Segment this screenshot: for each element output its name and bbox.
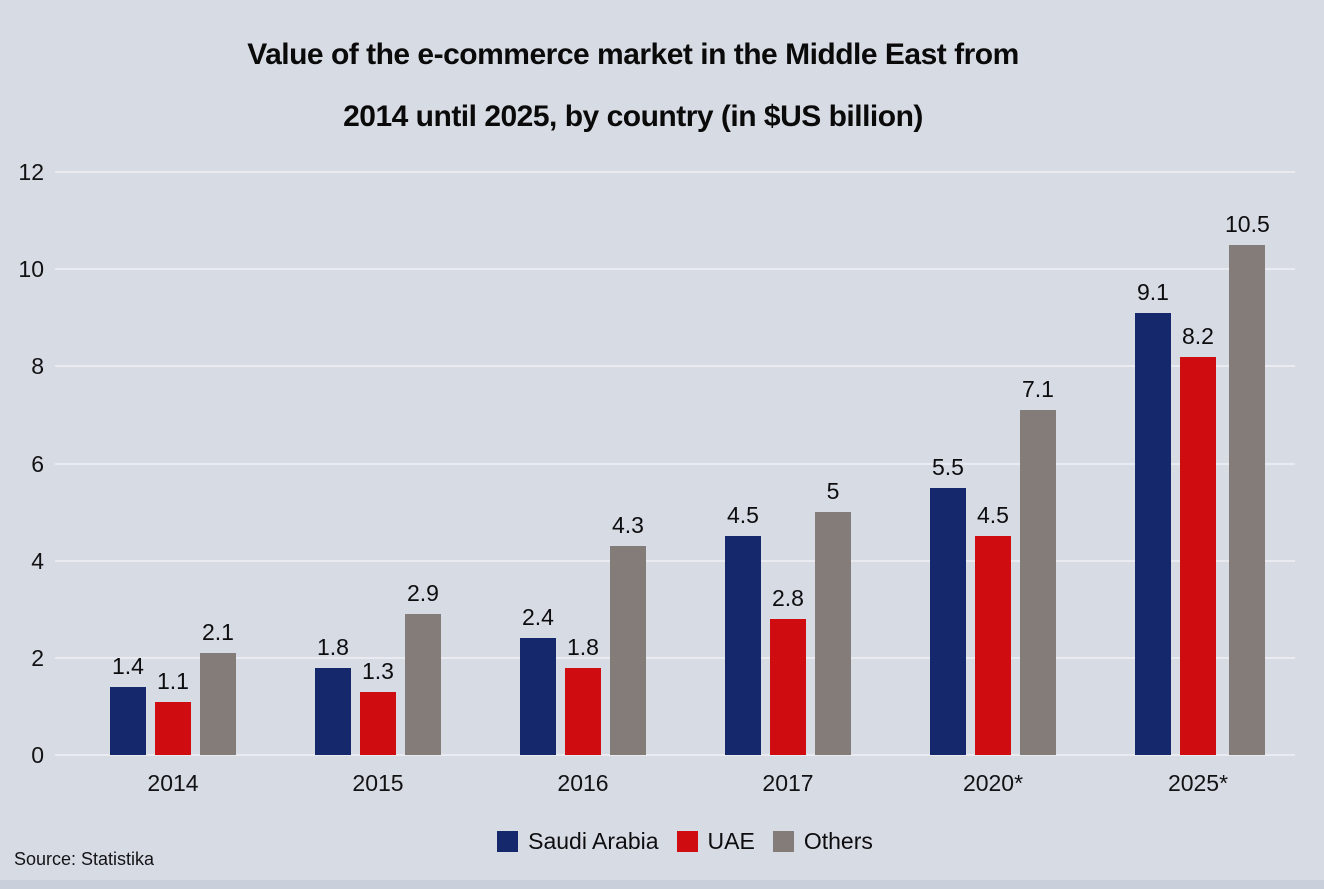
legend-swatch-icon xyxy=(772,831,794,852)
y-axis-tick-label: 10 xyxy=(18,256,44,283)
legend-swatch-icon xyxy=(497,831,519,852)
gridline xyxy=(55,171,1295,173)
bar-value-label: 4.5 xyxy=(977,502,1009,529)
bar-others xyxy=(200,652,236,755)
y-axis-tick-label: 12 xyxy=(18,159,44,185)
bar-group-2015: 1.8 1.3 2.9 xyxy=(315,581,441,755)
bar-saudi-arabia xyxy=(725,536,761,755)
bar-group-2025: 9.1 8.2 10.5 xyxy=(1135,212,1270,755)
bar-cell: 8.2 xyxy=(1180,324,1216,755)
chart-title: Value of the e-commerce market in the Mi… xyxy=(0,24,1266,148)
bar-value-label: 10.5 xyxy=(1225,210,1270,237)
bar-group-2020: 5.5 4.5 7.1 xyxy=(930,377,1056,755)
gridline xyxy=(55,365,1295,368)
bar-cell: 4.3 xyxy=(610,513,646,755)
bar-value-label: 2.1 xyxy=(202,618,234,645)
source-note: Source: Statistika xyxy=(14,849,155,869)
bar-uae xyxy=(360,691,396,755)
gridline xyxy=(55,268,1295,271)
x-axis-label: 2017 xyxy=(762,770,814,796)
bottom-strip xyxy=(0,880,1324,889)
bar-cell: 1.8 xyxy=(565,635,601,755)
bar-cell: 2.8 xyxy=(770,586,806,755)
y-axis-tick-label: 6 xyxy=(31,450,44,477)
bar-others xyxy=(405,614,441,755)
gridline xyxy=(55,462,1295,465)
bar-saudi-arabia xyxy=(520,638,556,755)
gridline xyxy=(55,754,1295,756)
bar-cell: 2.4 xyxy=(520,605,556,755)
bar-cell: 1.3 xyxy=(360,659,396,755)
chart-title-line1: Value of the e-commerce market in the Mi… xyxy=(247,38,1019,71)
x-axis-label: 2025* xyxy=(1167,770,1229,796)
bar-value-label: 8.2 xyxy=(1182,322,1214,349)
bar-cell: 1.1 xyxy=(155,669,191,755)
bar-cell: 4.5 xyxy=(725,503,761,755)
plot-area: 1.4 1.1 2.1 1.8 1.3 2.9 2.4 1.8 4.3 4.5 2.8 5 5.5 4.5… xyxy=(55,171,1295,756)
x-axis-label: 2020* xyxy=(962,770,1024,796)
bar-cell: 9.1 xyxy=(1135,280,1171,755)
bar-cell: 10.5 xyxy=(1225,212,1270,755)
bar-value-label: 2.8 xyxy=(772,584,804,611)
bar-saudi-arabia xyxy=(110,686,146,755)
bar-uae xyxy=(1180,356,1216,755)
legend-item-others: Others xyxy=(772,828,873,855)
bar-value-label: 5.5 xyxy=(932,453,964,480)
bar-uae xyxy=(975,536,1011,755)
bar-cell: 2.9 xyxy=(405,581,441,755)
y-axis-tick-label: 2 xyxy=(31,644,44,671)
legend-label: UAE xyxy=(707,828,755,854)
bar-uae xyxy=(155,701,191,755)
bar-value-label: 5 xyxy=(826,478,840,505)
x-axis-label: 2014 xyxy=(147,770,199,796)
bar-group-2014: 1.4 1.1 2.1 xyxy=(110,620,236,755)
bar-group-2016: 2.4 1.8 4.3 xyxy=(520,513,646,755)
bar-saudi-arabia xyxy=(930,487,966,755)
gridline xyxy=(55,559,1295,562)
bar-value-label: 1.3 xyxy=(362,657,394,684)
legend-item-uae: UAE xyxy=(676,828,755,855)
bar-others xyxy=(815,512,851,755)
legend-swatch-icon xyxy=(676,831,698,852)
gridline xyxy=(55,656,1295,659)
bar-value-label: 9.1 xyxy=(1137,278,1169,305)
legend-label: Others xyxy=(803,828,873,854)
bar-saudi-arabia xyxy=(1135,312,1171,755)
legend-label: Saudi Arabia xyxy=(528,828,659,854)
legend: Saudi Arabia UAE Others xyxy=(23,828,1324,855)
bar-others xyxy=(610,546,646,755)
bar-group-2017: 4.5 2.8 5 xyxy=(725,479,851,755)
bar-value-label: 1.1 xyxy=(157,667,189,694)
bar-others xyxy=(1020,410,1056,755)
bar-cell: 5 xyxy=(815,479,851,755)
bar-saudi-arabia xyxy=(315,667,351,755)
bar-value-label: 4.3 xyxy=(612,512,644,539)
x-axis-label: 2016 xyxy=(557,770,609,796)
y-axis-tick-label: 4 xyxy=(31,547,44,574)
bar-cell: 7.1 xyxy=(1020,377,1056,755)
bar-uae xyxy=(770,618,806,755)
bar-cell: 1.4 xyxy=(110,654,146,755)
bar-uae xyxy=(565,667,601,755)
chart-title-line2: 2014 until 2025, by country (in $US bill… xyxy=(343,100,923,133)
x-axis-label: 2015 xyxy=(352,770,404,796)
y-axis-tick-label: 0 xyxy=(31,742,44,768)
bar-value-label: 7.1 xyxy=(1022,376,1054,403)
bar-value-label: 2.9 xyxy=(407,580,439,607)
bar-others xyxy=(1229,244,1266,755)
y-axis-tick-label: 8 xyxy=(31,353,44,380)
bar-cell: 1.8 xyxy=(315,635,351,755)
legend-item-saudi-arabia: Saudi Arabia xyxy=(497,828,659,855)
bar-cell: 4.5 xyxy=(975,503,1011,755)
bar-cell: 2.1 xyxy=(200,620,236,755)
bar-value-label: 1.8 xyxy=(317,633,349,660)
bar-value-label: 1.8 xyxy=(567,633,599,660)
bar-value-label: 1.4 xyxy=(112,652,144,679)
bar-value-label: 2.4 xyxy=(522,604,554,631)
bar-value-label: 4.5 xyxy=(727,502,759,529)
bar-cell: 5.5 xyxy=(930,455,966,755)
